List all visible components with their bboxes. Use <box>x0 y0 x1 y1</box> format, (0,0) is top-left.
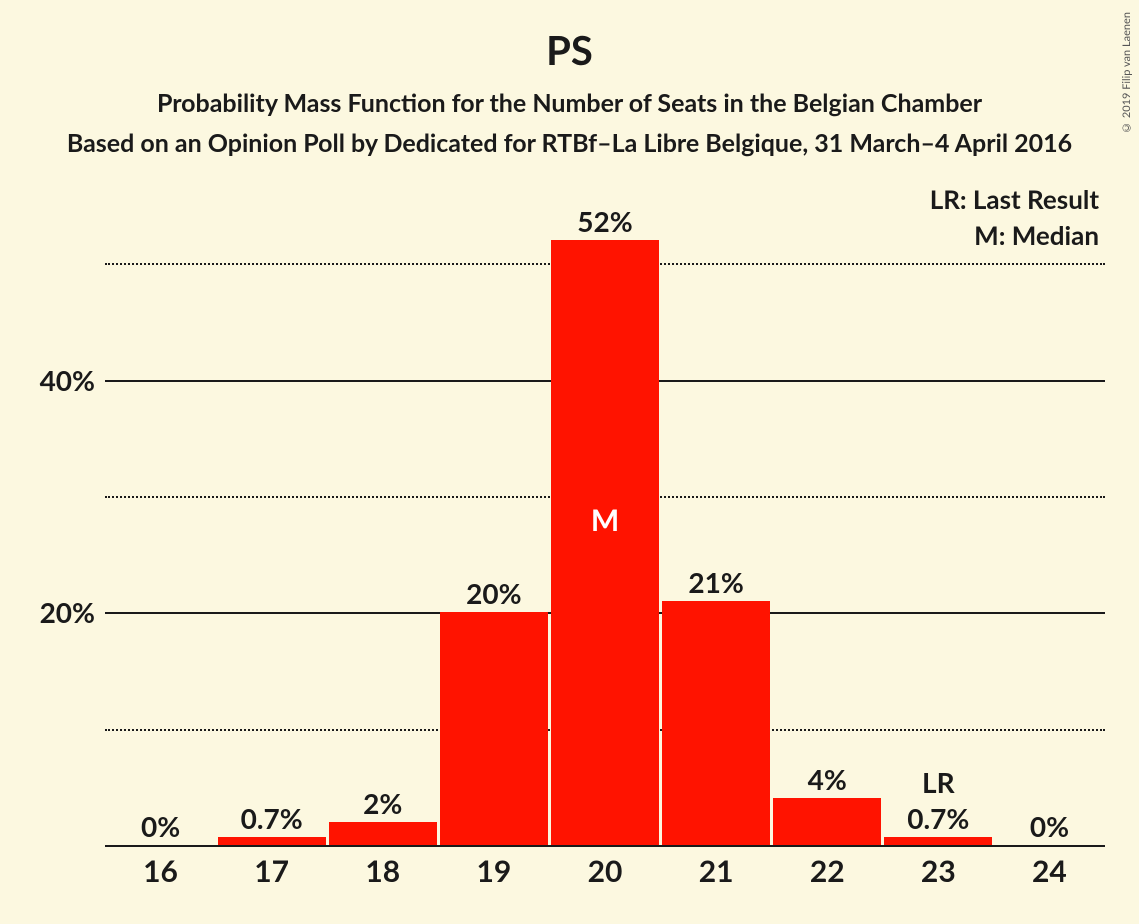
x-axis-tick-label: 22 <box>767 853 887 889</box>
x-axis-tick-label: 20 <box>545 853 665 889</box>
chart-subtitle-2: Based on an Opinion Poll by Dedicated fo… <box>0 128 1139 158</box>
y-axis-tick-label: 20% <box>15 595 95 629</box>
x-axis-tick-label: 18 <box>323 853 443 889</box>
copyright-text: © 2019 Filip van Laenen <box>1120 12 1133 134</box>
x-axis-tick-label: 24 <box>989 853 1109 889</box>
legend-m: M: Median <box>974 219 1099 251</box>
legend-lr: LR: Last Result <box>930 183 1099 215</box>
x-axis-tick-label: 21 <box>656 853 776 889</box>
x-axis-tick-label: 17 <box>212 853 332 889</box>
x-axis-tick-label: 16 <box>101 853 221 889</box>
chart-title: PS <box>0 0 1139 74</box>
legend: LR: Last Result M: Median <box>105 205 1105 845</box>
gridline-major <box>105 845 1105 847</box>
x-axis-tick-label: 23 <box>878 853 998 889</box>
x-axis-tick-label: 19 <box>434 853 554 889</box>
chart-plot-area: 20%40% 0%160.7%172%1820%1952%M2021%214%2… <box>105 205 1105 845</box>
y-axis-tick-label: 40% <box>15 363 95 397</box>
chart-subtitle-1: Probability Mass Function for the Number… <box>0 88 1139 118</box>
